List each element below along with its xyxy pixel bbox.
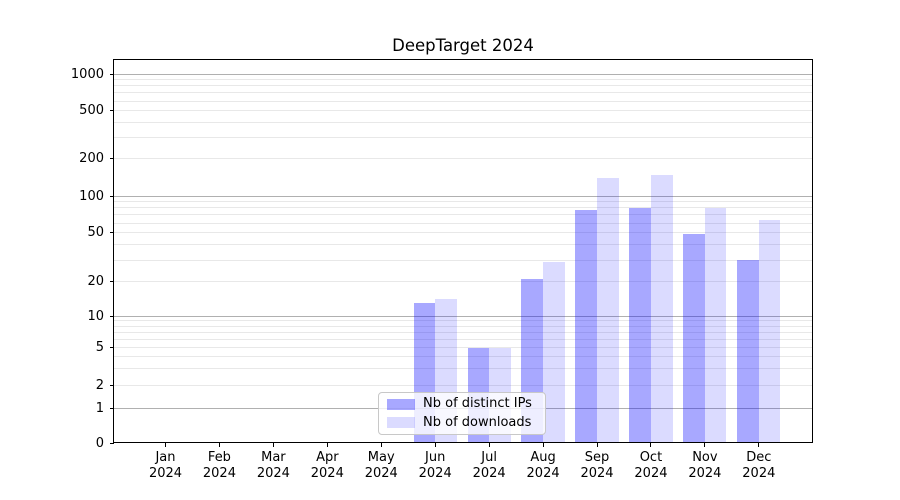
legend-entry-distinct-ips: Nb of distinct IPs bbox=[387, 397, 545, 411]
y-tick-mark bbox=[109, 73, 114, 75]
x-tick-label: Aug 2024 bbox=[526, 450, 560, 481]
x-tick-mark bbox=[272, 443, 274, 448]
x-tick-mark bbox=[758, 443, 760, 448]
y-tick-label: 0 bbox=[95, 435, 104, 451]
x-tick-label: Jan 2024 bbox=[148, 450, 183, 481]
y-tick-mark bbox=[109, 232, 114, 234]
x-tick-label: May 2024 bbox=[364, 450, 398, 481]
y-tick-label: 500 bbox=[79, 103, 104, 119]
y-tick-mark bbox=[109, 315, 114, 317]
y-tick-label: 1 bbox=[95, 400, 104, 416]
bar-downloads-nov bbox=[704, 207, 727, 444]
y-tick-label: 100 bbox=[79, 188, 104, 204]
y-tick-mark bbox=[109, 158, 114, 160]
x-tick-label: Dec 2024 bbox=[742, 450, 776, 481]
bar-downloads-dec bbox=[758, 220, 781, 444]
gridline-minor bbox=[113, 136, 813, 138]
x-tick-mark bbox=[218, 443, 220, 448]
y-tick-label: 50 bbox=[87, 225, 104, 241]
legend-swatch-distinct-ips bbox=[387, 398, 415, 410]
bar-ips-sep bbox=[575, 209, 597, 444]
x-tick-mark bbox=[488, 443, 490, 448]
y-tick-label: 20 bbox=[87, 274, 104, 290]
y-tick-mark bbox=[109, 195, 114, 197]
legend: Nb of distinct IPs Nb of downloads bbox=[378, 392, 546, 435]
legend-label-distinct-ips: Nb of distinct IPs bbox=[423, 396, 532, 412]
y-tick-mark bbox=[109, 281, 114, 283]
y-tick-mark bbox=[109, 347, 114, 348]
y-tick-mark bbox=[109, 407, 114, 409]
y-tick-mark bbox=[109, 384, 114, 386]
bar-ips-dec bbox=[737, 260, 759, 444]
gridline-minor bbox=[113, 79, 813, 81]
x-tick-label: Jul 2024 bbox=[472, 450, 506, 481]
gridline-minor bbox=[113, 158, 813, 160]
x-tick-mark bbox=[326, 443, 328, 448]
x-tick-label: Jun 2024 bbox=[418, 450, 452, 481]
x-tick-mark bbox=[704, 443, 706, 448]
chart-title: DeepTarget 2024 bbox=[392, 36, 534, 55]
x-tick-label: Oct 2024 bbox=[634, 450, 668, 481]
x-tick-mark bbox=[650, 443, 652, 448]
x-tick-label: Apr 2024 bbox=[310, 450, 344, 481]
y-tick-label: 2 bbox=[95, 377, 104, 393]
gridline-minor bbox=[113, 85, 813, 87]
bar-downloads-oct bbox=[650, 175, 673, 444]
x-tick-label: Nov 2024 bbox=[688, 450, 722, 481]
x-tick-mark bbox=[596, 443, 598, 448]
gridline-minor bbox=[113, 121, 813, 123]
x-tick-label: Sep 2024 bbox=[580, 450, 614, 481]
bar-ips-oct bbox=[629, 207, 651, 444]
bar-downloads-sep bbox=[597, 177, 619, 444]
gridline-major bbox=[113, 73, 813, 75]
x-tick-mark bbox=[434, 443, 436, 448]
y-tick-label: 5 bbox=[95, 340, 104, 355]
y-tick-label: 10 bbox=[87, 308, 104, 324]
x-tick-mark bbox=[380, 443, 382, 448]
x-tick-label: Mar 2024 bbox=[256, 450, 290, 481]
bar-downloads-aug bbox=[543, 261, 565, 444]
gridline-minor bbox=[113, 100, 813, 102]
gridline-minor bbox=[113, 201, 813, 203]
legend-swatch-downloads bbox=[387, 417, 415, 429]
gridline-major bbox=[113, 195, 813, 197]
y-tick-label: 1000 bbox=[70, 66, 104, 82]
legend-entry-downloads: Nb of downloads bbox=[387, 414, 545, 430]
y-tick-mark bbox=[109, 110, 114, 112]
bar-ips-nov bbox=[683, 233, 705, 444]
y-tick-label: 200 bbox=[79, 151, 104, 167]
gridline-minor bbox=[113, 92, 813, 94]
x-tick-label: Feb 2024 bbox=[202, 450, 236, 481]
legend-label-downloads: Nb of downloads bbox=[423, 414, 532, 430]
x-tick-mark bbox=[165, 443, 166, 448]
gridline-minor bbox=[113, 110, 813, 112]
y-tick-mark bbox=[109, 442, 114, 444]
x-tick-mark bbox=[542, 443, 544, 448]
